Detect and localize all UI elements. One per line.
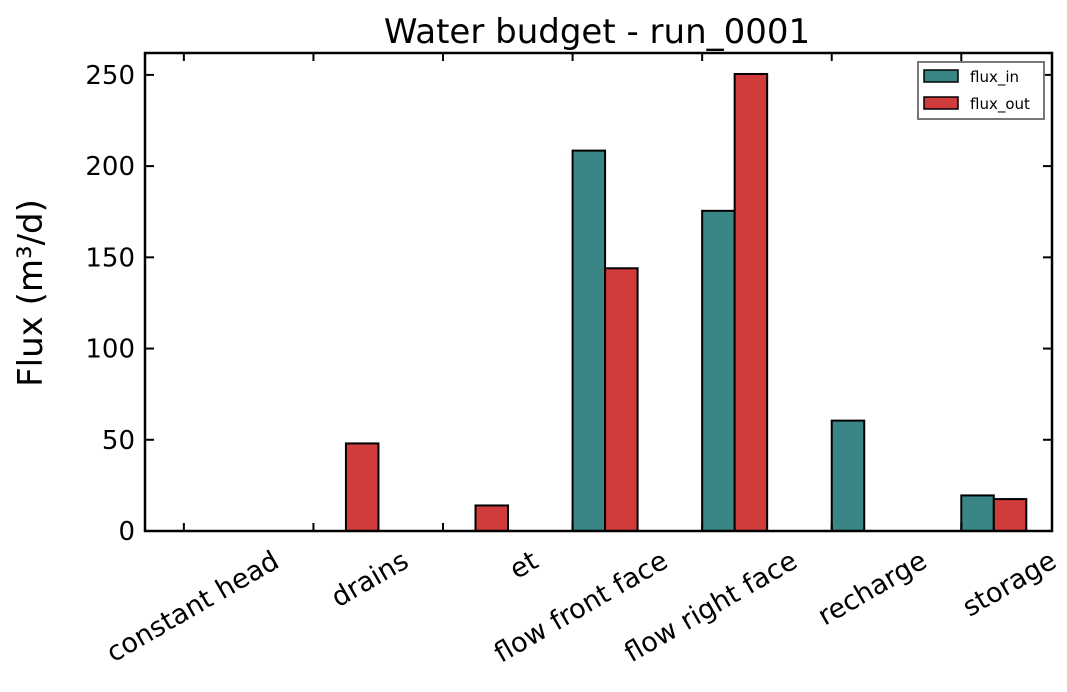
y-tick-label: 100: [85, 335, 135, 365]
x-tick-label: drains: [326, 545, 414, 614]
bar-flux_out-storage: [992, 498, 1028, 532]
y-axis-label: Flux (m³/d): [11, 199, 51, 387]
y-tick-label: 200: [85, 152, 135, 182]
ticks-group: [145, 53, 1052, 532]
bar-flux_out-et: [474, 504, 510, 532]
bars-group: [344, 72, 1028, 533]
y-tick-label: 250: [85, 61, 135, 91]
legend-label-flux_out: flux_out: [970, 95, 1030, 114]
legend: flux_in flux_out: [917, 61, 1045, 120]
bar-flux_out-flow-front-face: [604, 267, 639, 532]
x-tick-label: constant head: [101, 545, 284, 669]
legend-swatch-flux_out: [923, 96, 959, 110]
x-tick-label: storage: [957, 545, 1061, 623]
legend-label-flux_in: flux_in: [970, 68, 1019, 87]
y-tick-label: 150: [85, 243, 135, 273]
x-tick-label: recharge: [813, 545, 932, 632]
x-tick-label: et: [504, 545, 543, 585]
bar-flux_out-drains: [344, 442, 380, 533]
bar-flux_in-recharge: [830, 419, 866, 532]
y-tick-label: 0: [118, 517, 135, 547]
y-tick-label: 50: [102, 426, 135, 456]
bar-flux_in-storage: [960, 494, 995, 533]
bar-flux_out-flow-right-face: [733, 72, 769, 532]
bar-flux_in-flow-front-face: [571, 149, 607, 532]
chart-title: Water budget - run_0001: [384, 12, 810, 52]
bar-flux_in-flow-right-face: [701, 209, 736, 532]
legend-swatch-flux_in: [923, 69, 959, 83]
plot-frame: [143, 51, 1054, 533]
